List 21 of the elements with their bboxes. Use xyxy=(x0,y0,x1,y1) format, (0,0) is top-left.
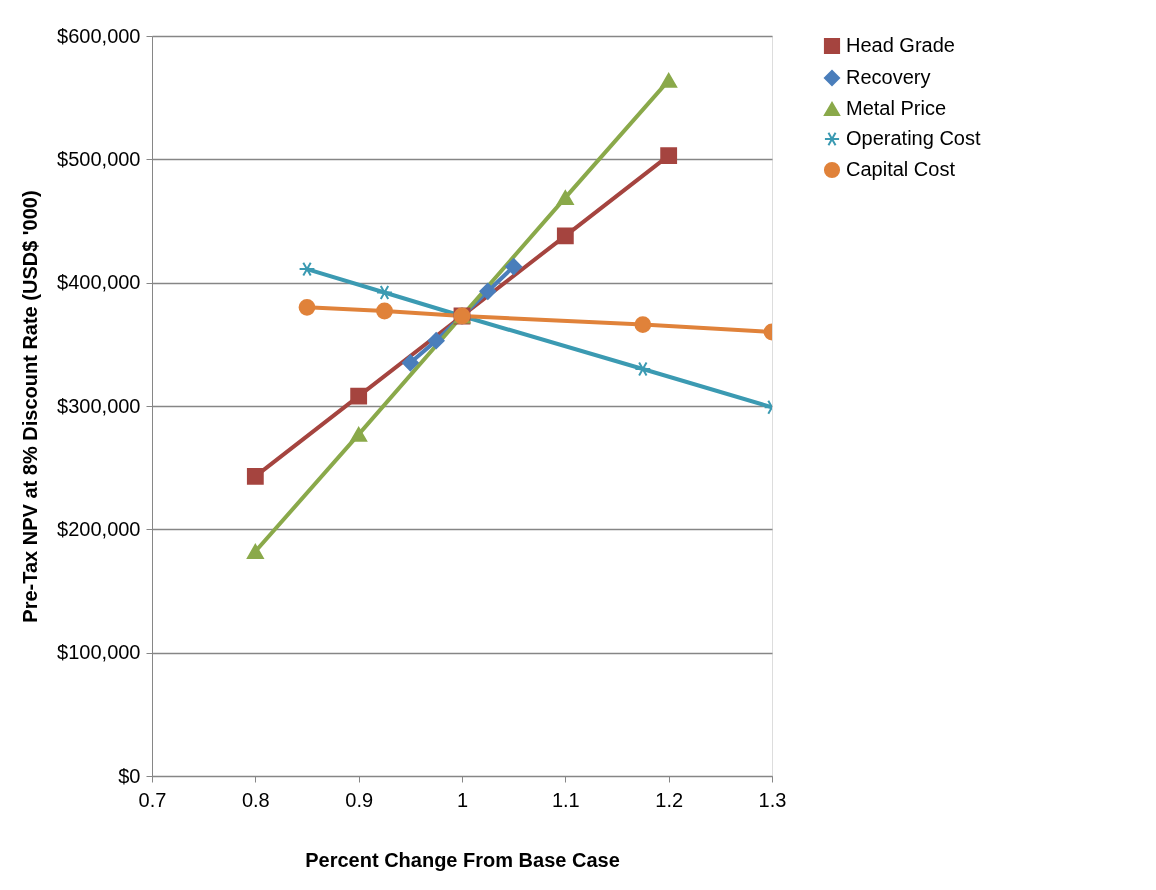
y-tick-label: $600,000 xyxy=(57,24,141,47)
y-axis-title: Pre-Tax NPV at 8% Discount Rate (USD$ '000) xyxy=(19,190,42,623)
legend-label: Capital Cost xyxy=(846,158,956,180)
y-tick-label: $200,000 xyxy=(57,517,141,540)
x-tick-label: 0.9 xyxy=(345,788,374,811)
legend-label: Recovery xyxy=(846,66,931,88)
legend-label: Head Grade xyxy=(846,34,955,56)
y-tick-label: $400,000 xyxy=(57,271,141,294)
x-axis-title: Percent Change From Base Case xyxy=(305,848,620,871)
y-tick-label: $100,000 xyxy=(57,641,141,664)
y-tick-label: $0 xyxy=(118,764,141,787)
x-tick-label: 1.2 xyxy=(655,788,684,811)
x-tick-label: 1 xyxy=(456,788,469,811)
x-tick-label: 1.3 xyxy=(758,788,787,811)
x-tick-label: 0.8 xyxy=(241,788,270,811)
legend-label: Operating Cost xyxy=(846,127,981,149)
legend-label: Metal Price xyxy=(846,97,947,119)
x-tick-label: 0.7 xyxy=(138,788,167,811)
x-tick-label: 1.1 xyxy=(551,788,580,811)
y-tick-label: $300,000 xyxy=(57,394,141,417)
y-tick-label: $500,000 xyxy=(57,147,141,170)
